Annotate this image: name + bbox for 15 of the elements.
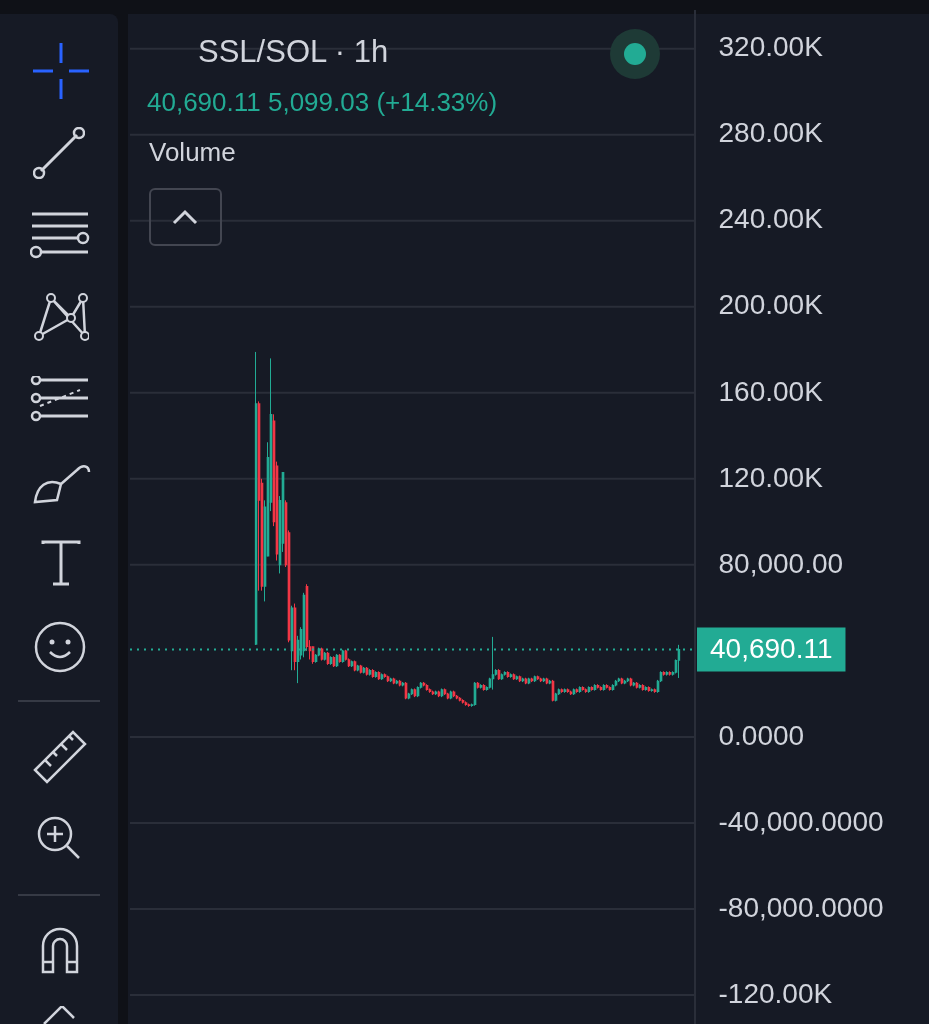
text: Volume	[149, 137, 236, 168]
y-tick-label: 160.00K	[718, 375, 824, 407]
y-tick-label: 0.0000	[718, 719, 805, 751]
y-tick-label: 320.00K	[718, 31, 824, 63]
ref-line-label: 40,690.11	[710, 633, 833, 665]
text: SSL/SOL · 1h	[198, 34, 389, 70]
y-tick-label: 240.00K	[718, 203, 824, 235]
text: 40,690.11 5,099.03 (+14.33%)	[147, 87, 498, 118]
y-tick-label: -80,000.0000	[718, 891, 884, 923]
y-tick-label: 120.00K	[718, 461, 824, 493]
y-tick-label: 80,000.00	[718, 547, 844, 579]
y-tick-label: 280.00K	[718, 117, 824, 149]
y-tick-label: -120.00K	[718, 977, 833, 1009]
y-tick-label: -40,000.0000	[718, 805, 884, 837]
y-tick-label: 200.00K	[718, 289, 824, 321]
